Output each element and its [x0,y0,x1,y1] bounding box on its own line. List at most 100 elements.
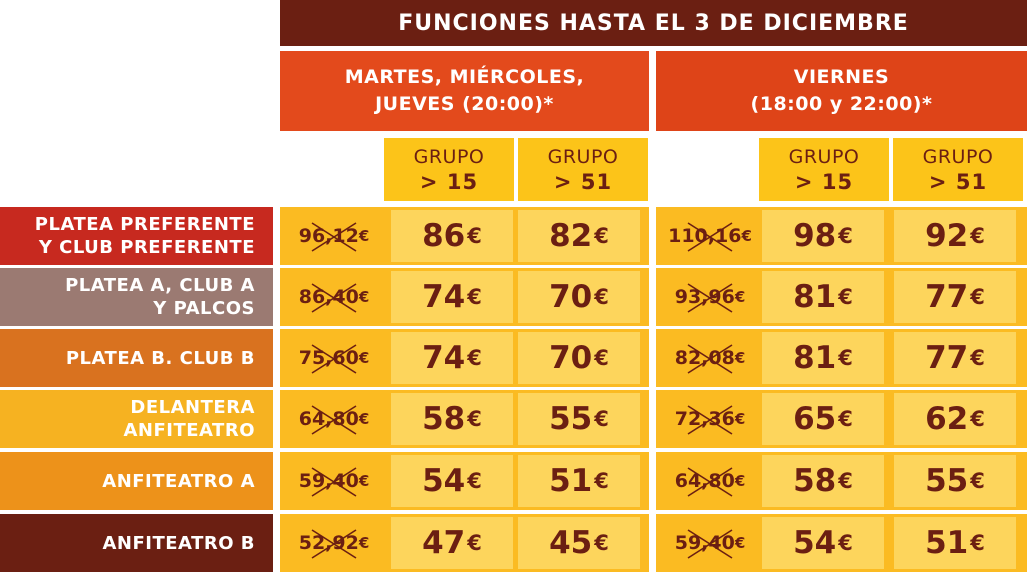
old-price: 110,16 € [660,207,760,265]
price-group-51: 62 € [894,393,1016,445]
currency-symbol: € [734,288,746,306]
currency-symbol: € [358,227,370,245]
old-price-value: 110,16 [668,225,742,247]
old-price: 64,80 € [284,390,384,448]
currency-symbol: € [358,349,370,367]
group-size: > 15 [794,169,854,194]
currency-symbol: € [594,407,609,431]
group-label: GRUPO [788,145,860,168]
currency-symbol: € [838,531,853,555]
price-value: 77 [925,340,969,376]
group-header: GRUPO > 51 [893,138,1023,201]
price-group-15: 74 € [391,332,513,384]
price-group-15: 65 € [762,393,884,445]
currency-symbol: € [838,469,853,493]
old-price-value: 59,40 [298,470,359,492]
currency-symbol: € [838,224,853,248]
price-group-15: 81 € [762,271,884,323]
price-group-51: 55 € [894,455,1016,507]
currency-symbol: € [358,472,370,490]
price-group-51: 92 € [894,210,1016,262]
old-price-value: 59,40 [674,532,735,554]
old-price: 52,92 € [284,514,384,572]
currency-symbol: € [467,407,482,431]
currency-symbol: € [970,285,985,309]
table-title: FUNCIONES HASTA EL 3 DE DICIEMBRE [280,0,1027,46]
old-price: 59,40 € [660,514,760,572]
old-price: 82,08 € [660,329,760,387]
group-header: GRUPO > 15 [384,138,514,201]
price-group-15: 98 € [762,210,884,262]
old-price-value: 72,36 [674,408,735,430]
price-group-51: 51 € [894,517,1016,569]
price-group-51: 45 € [518,517,640,569]
old-price-value: 82,08 [674,347,735,369]
zone-label: ANFITEATRO A [0,452,273,510]
group-header: GRUPO > 15 [759,138,889,201]
zone-label: DELANTERA ANFITEATRO [0,390,273,448]
zone-label: PLATEA B. CLUB B [0,329,273,387]
old-price: 59,40 € [284,452,384,510]
price-value: 55 [925,463,969,499]
old-price-value: 52,92 [298,532,359,554]
old-price: 75,60 € [284,329,384,387]
group-size: > 51 [553,169,613,194]
group-size: > 51 [928,169,988,194]
price-value: 77 [925,279,969,315]
price-value: 82 [549,218,593,254]
zone-label: PLATEA PREFERENTE Y CLUB PREFERENTE [0,207,273,265]
price-group-15: 58 € [391,393,513,445]
old-price-value: 93,96 [674,286,735,308]
group-header: GRUPO > 51 [518,138,648,201]
price-value: 74 [422,279,466,315]
price-group-51: 77 € [894,332,1016,384]
price-value: 54 [422,463,466,499]
currency-symbol: € [734,410,746,428]
old-price: 72,36 € [660,390,760,448]
price-value: 74 [422,340,466,376]
price-value: 92 [925,218,969,254]
currency-symbol: € [734,534,746,552]
currency-symbol: € [594,531,609,555]
currency-symbol: € [970,224,985,248]
price-group-15: 74 € [391,271,513,323]
currency-symbol: € [467,346,482,370]
price-value: 58 [422,401,466,437]
price-group-15: 58 € [762,455,884,507]
old-price-value: 64,80 [298,408,359,430]
price-value: 70 [549,340,593,376]
old-price-value: 86,40 [298,286,359,308]
currency-symbol: € [467,285,482,309]
currency-symbol: € [358,534,370,552]
price-value: 47 [422,525,466,561]
price-value: 55 [549,401,593,437]
currency-symbol: € [467,531,482,555]
price-group-51: 82 € [518,210,640,262]
group-label: GRUPO [922,145,994,168]
old-price-value: 64,80 [674,470,735,492]
zone-label: PLATEA A, CLUB A Y PALCOS [0,268,273,326]
currency-symbol: € [734,472,746,490]
price-group-51: 70 € [518,332,640,384]
price-value: 58 [793,463,837,499]
old-price: 86,40 € [284,268,384,326]
price-group-15: 54 € [762,517,884,569]
price-value: 86 [422,218,466,254]
friday-header: VIERNES (18:00 y 22:00)* [656,51,1027,131]
price-value: 70 [549,279,593,315]
price-value: 81 [793,279,837,315]
price-value: 51 [925,525,969,561]
currency-symbol: € [594,469,609,493]
zone-label: ANFITEATRO B [0,514,273,572]
old-price: 96,12 € [284,207,384,265]
currency-symbol: € [970,469,985,493]
group-size: > 15 [419,169,479,194]
old-price: 64,80 € [660,452,760,510]
currency-symbol: € [467,224,482,248]
currency-symbol: € [734,349,746,367]
price-value: 98 [793,218,837,254]
currency-symbol: € [358,288,370,306]
price-group-51: 55 € [518,393,640,445]
price-group-15: 47 € [391,517,513,569]
currency-symbol: € [594,224,609,248]
